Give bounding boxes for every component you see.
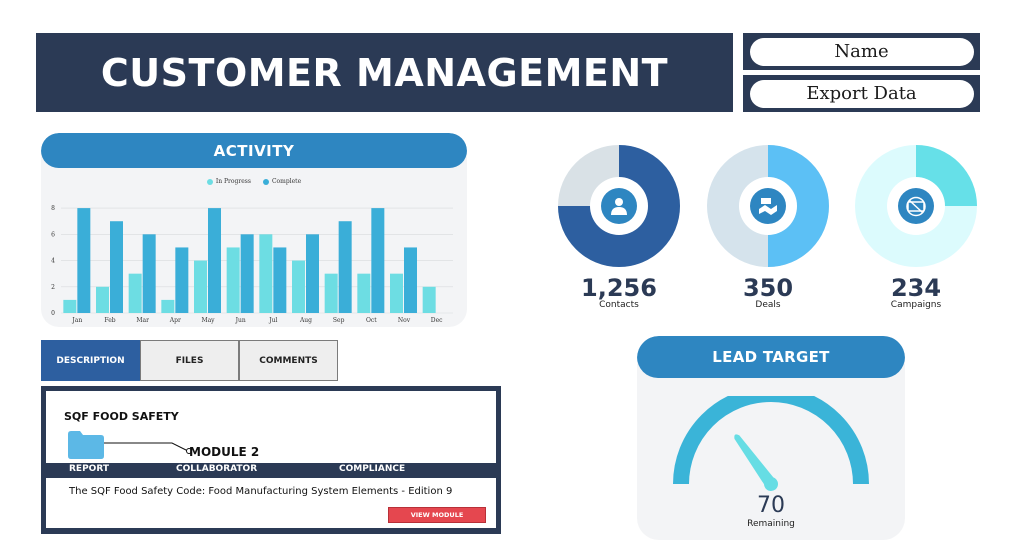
stat-contacts: 1,256 Contacts [557, 144, 681, 310]
activity-card: ACTIVITY In Progress Complete 0 2 4 6 8 Jan Fe… [41, 133, 467, 327]
x-tick-label: Mar [136, 317, 149, 324]
folder-icon [68, 431, 104, 459]
bar-in-progress [422, 286, 436, 313]
lead-target-value: 70 [757, 493, 785, 518]
tab-description[interactable]: DESCRIPTION [41, 340, 140, 381]
y-tick-label: 0 [51, 310, 55, 317]
legend-label-in-progress: In Progress [215, 178, 251, 185]
bar-in-progress [357, 273, 371, 313]
x-tick-label: Dec [431, 317, 443, 324]
x-tick-label: Apr [169, 317, 181, 324]
lead-target-card: LEAD TARGET 70 Remaining [637, 336, 905, 540]
donut-chart [707, 145, 829, 267]
bar-complete [142, 234, 156, 313]
bar-complete [77, 208, 91, 313]
name-button[interactable]: Name [749, 37, 974, 66]
bar-in-progress [324, 273, 338, 313]
stat-value: 234 [890, 274, 942, 302]
x-tick-label: Jun [235, 317, 246, 324]
donut-chart [855, 145, 977, 267]
x-tick-label: May [201, 317, 215, 324]
name-button-frame: Name [743, 33, 980, 70]
bar-in-progress [63, 299, 77, 313]
bar-in-progress [259, 234, 273, 313]
x-tick-label: Feb [104, 317, 115, 324]
y-tick-label: 2 [51, 284, 55, 291]
module-card: SQF FOOD SAFETY MODULE 2 REPORT COLLABOR… [41, 386, 501, 534]
bar-complete [338, 221, 352, 313]
connector-line [104, 442, 192, 454]
stat-value: 350 [742, 274, 794, 302]
lead-target-label: Remaining [747, 519, 795, 529]
bar-in-progress [161, 299, 175, 313]
module-description: The SQF Food Safety Code: Food Manufactu… [69, 486, 453, 497]
legend-swatch-in-progress [206, 178, 213, 185]
column-collaborator: COLLABORATOR [176, 464, 258, 474]
person-icon [601, 188, 637, 224]
view-module-button[interactable]: VIEW MODULE [388, 507, 486, 523]
tab-comments[interactable]: COMMENTS [239, 340, 338, 381]
donut-chart [558, 145, 680, 267]
module-name: MODULE 2 [189, 445, 260, 459]
stat-value: 1,256 [581, 274, 657, 302]
stat-deals: 350 Deals [706, 144, 830, 310]
bar-complete [371, 208, 385, 313]
bar-in-progress [96, 286, 109, 313]
legend-item-in-progress: In Progress [206, 178, 251, 185]
bar-in-progress [390, 273, 403, 313]
module-title: SQF FOOD SAFETY [64, 410, 179, 423]
y-tick-label: 4 [51, 258, 55, 265]
stat-campaigns: 234 Campaigns [854, 144, 978, 310]
module-header-panel: SQF FOOD SAFETY MODULE 2 [46, 391, 496, 463]
stat-label: Deals [755, 300, 781, 310]
bar-in-progress [226, 247, 240, 313]
bar-in-progress [292, 260, 305, 313]
page-title-bar: CUSTOMER MANAGEMENT [36, 33, 733, 112]
gauge-needle [734, 434, 778, 491]
stat-label: Campaigns [890, 300, 942, 310]
bar-complete [110, 221, 123, 313]
handshake-icon [750, 188, 786, 224]
bar-in-progress [194, 260, 207, 313]
lead-target-gauge [673, 396, 869, 491]
chart-legend: In Progress Complete [41, 178, 467, 185]
export-data-button[interactable]: Export Data [749, 79, 974, 108]
x-tick-label: Nov [398, 317, 411, 324]
x-tick-label: Jan [71, 317, 82, 324]
y-tick-label: 8 [51, 205, 55, 212]
bar-complete [306, 234, 319, 313]
activity-bar-chart: 0 2 4 6 8 Jan Feb Mar Apr May Jun Jul Aug Sep Oct Nov De… [51, 205, 453, 324]
legend-item-complete: Complete [262, 178, 302, 185]
export-button-frame: Export Data [743, 75, 980, 112]
bar-complete [240, 234, 254, 313]
x-tick-label: Sep [333, 317, 345, 324]
page-title: CUSTOMER MANAGEMENT [100, 50, 669, 95]
column-compliance: COMPLIANCE [339, 464, 406, 474]
legend-swatch-complete [262, 178, 269, 185]
gauge-arc [673, 396, 869, 485]
lead-target-title: LEAD TARGET [637, 336, 905, 378]
legend-label-complete: Complete [271, 178, 302, 185]
column-report: REPORT [69, 464, 109, 474]
bar-complete [208, 208, 221, 313]
activity-title: ACTIVITY [41, 133, 467, 168]
bar-complete [273, 247, 287, 313]
y-tick-label: 6 [51, 231, 55, 238]
donut-segment [768, 145, 829, 267]
x-tick-label: Jul [268, 317, 277, 324]
bar-complete [175, 247, 189, 313]
stat-label: Contacts [599, 300, 639, 310]
x-tick-label: Aug [299, 317, 312, 324]
no-cash-icon [898, 188, 934, 224]
tab-files[interactable]: FILES [140, 340, 239, 381]
bar-complete [404, 247, 417, 313]
module-body-panel: The SQF Food Safety Code: Food Manufactu… [46, 478, 496, 528]
x-tick-label: Oct [366, 317, 377, 324]
bar-in-progress [128, 273, 142, 313]
module-columns: REPORT COLLABORATOR COMPLIANCE [41, 463, 501, 477]
